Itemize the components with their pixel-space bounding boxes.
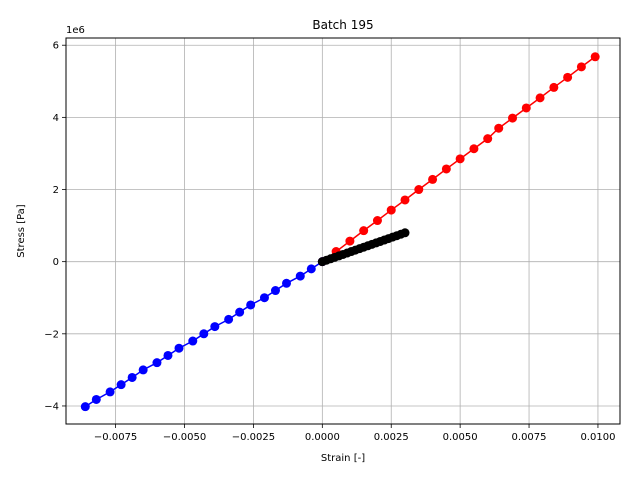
x-tick-label: −0.0025 [232,432,275,443]
data-point [428,174,438,184]
plot-area-frame [65,37,621,425]
data-point [152,358,162,368]
data-point [414,185,424,195]
data-point [210,322,220,332]
data-point [549,82,559,92]
data-point [521,103,531,113]
data-point [455,154,465,164]
data-point [469,144,479,154]
data-point [590,52,600,62]
data-point [441,164,451,174]
y-tick-label: −2 [44,329,59,340]
data-point [563,72,573,82]
x-tick-label: 0.0100 [580,432,615,443]
x-tick-label: 0.0000 [305,432,340,443]
x-tick-label: 0.0075 [512,432,547,443]
data-point [163,350,173,360]
data-point [235,307,245,317]
data-point [105,387,115,397]
data-point [224,314,234,324]
data-point [174,343,184,353]
data-series [80,52,600,412]
y-tick-label: 0 [53,257,59,268]
chart-title: Batch 195 [312,18,373,32]
data-point [127,372,137,382]
series-1 [80,257,327,412]
data-point [345,236,355,246]
data-point [508,113,518,123]
data-point [400,195,410,205]
data-point [91,394,101,404]
x-tick-label: 0.0050 [443,432,478,443]
data-point [282,278,291,288]
y-tick-label: 6 [53,41,59,52]
y-tick-label: 4 [53,113,59,124]
data-point [306,264,316,274]
data-point [259,293,269,303]
data-point [483,134,493,144]
data-point [576,62,586,72]
x-axis-label: Strain [-] [321,453,365,464]
x-tick-label: 0.0025 [374,432,409,443]
data-point [80,402,90,412]
x-tick-label: −0.0050 [163,432,206,443]
data-point [359,226,369,236]
data-point [372,216,382,226]
y-tick-label: 2 [53,185,59,196]
grid [66,38,620,424]
y-axis-scale-offset: 1e6 [66,25,85,36]
data-point [138,365,148,375]
data-point [116,380,126,390]
data-point [494,123,504,133]
data-point [386,205,396,215]
data-point [246,300,256,310]
y-tick-label: −4 [44,401,59,412]
series-2 [317,228,410,267]
data-point [400,228,410,238]
series-0 [317,52,600,267]
data-point [295,271,305,281]
data-point [535,93,545,103]
axis-ticks: −0.0075 −0.0050 −0.0025 0.0000 0.0025 0.0050 0… [44,41,615,443]
y-axis-label: Stress [Pa] [16,204,27,258]
data-point [270,286,280,296]
x-tick-label: −0.0075 [94,432,137,443]
data-point [199,329,209,339]
data-point [188,336,198,346]
